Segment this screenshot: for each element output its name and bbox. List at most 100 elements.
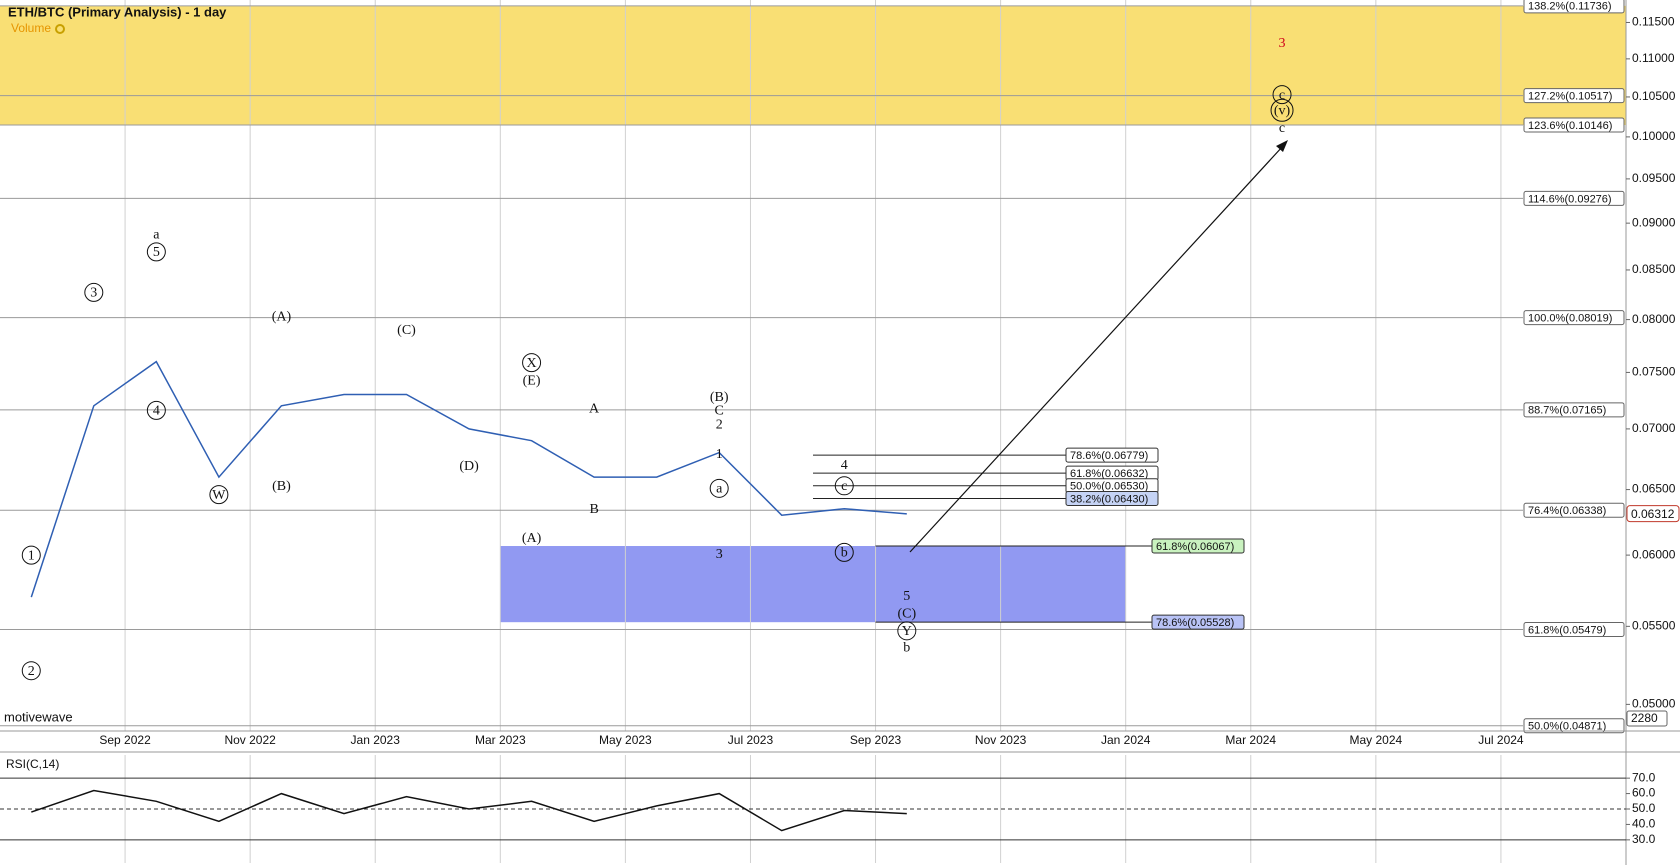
chart-title: ETH/BTC (Primary Analysis) - 1 day: [8, 4, 227, 19]
wave-label: 3: [1279, 36, 1286, 51]
wave-label: (C): [397, 323, 416, 338]
y-tick-label: 0.07500: [1632, 365, 1676, 379]
wave-label: B: [589, 502, 598, 517]
wave-circle: [21, 545, 41, 565]
watermark: motivewave: [4, 709, 73, 724]
y-tick-label: 0.10000: [1632, 129, 1676, 143]
wave-label: 4: [841, 458, 848, 473]
x-tick-label: Jan 2024: [1101, 733, 1151, 747]
volume-label: Volume: [11, 21, 51, 35]
settings-icon[interactable]: [55, 24, 65, 34]
wave-label: c: [1279, 121, 1285, 136]
y-tick-label: 0.09500: [1632, 171, 1676, 185]
x-tick-label: Jan 2023: [351, 733, 401, 747]
wave-circle: [709, 478, 729, 498]
x-tick-label: Nov 2022: [224, 733, 276, 747]
wave-label: (B): [272, 479, 291, 494]
wave-label: Y: [902, 624, 912, 639]
fib-label: 88.7%(0.07165): [1528, 405, 1606, 417]
x-tick-label: Mar 2023: [475, 733, 526, 747]
y-tick-label: 0.06500: [1632, 482, 1676, 496]
price-line: [30, 360, 907, 598]
fib-label-box: [1523, 190, 1625, 206]
x-tick-label: May 2024: [1349, 733, 1402, 747]
wave-label: X: [527, 356, 537, 371]
wave-label: (D): [459, 459, 479, 474]
wave-label: a: [716, 482, 723, 497]
x-tick-label: Jul 2024: [1478, 733, 1524, 747]
fib-label-box: [1523, 0, 1625, 14]
fib-label-box: [1523, 117, 1625, 133]
fib-label-box: [1151, 614, 1245, 630]
wave-label: 2: [716, 417, 723, 432]
y-tick-label: 0.10500: [1632, 89, 1676, 103]
wave-circle: [897, 621, 917, 641]
wave-label: A: [589, 401, 600, 416]
wave-label: (C): [897, 606, 916, 621]
rsi-title: RSI(C,14): [6, 757, 59, 771]
wave-label: b: [841, 546, 848, 561]
y-tick-label: 0.05000: [1632, 697, 1676, 711]
x-tick-label: Jul 2023: [728, 733, 774, 747]
rsi-y-tick-label: 60.0: [1632, 786, 1656, 800]
last-volume-label: 2280: [1631, 711, 1658, 725]
wave-circle: [146, 400, 166, 420]
wave-label: 5: [153, 245, 160, 260]
fib-label: 138.2%(0.11736): [1528, 1, 1612, 13]
front-layer: 138.2%(0.11736) 127.2%(0.10517) 123.6%(0.1…: [21, 0, 1625, 734]
wave-circle: [1270, 98, 1294, 122]
wave-label: b: [903, 641, 910, 656]
wave-circle: [1272, 85, 1292, 105]
wave-circle: [209, 485, 229, 505]
wave-label: 4: [153, 404, 160, 419]
arrow-head: [1276, 140, 1288, 152]
x-tick-label: Nov 2023: [975, 733, 1027, 747]
rsi-y-tick-label: 40.0: [1632, 817, 1656, 831]
fib-label-box: [1523, 402, 1625, 418]
wave-label: c: [841, 479, 847, 494]
wave-label: 5: [903, 589, 910, 604]
wave-label: (A): [522, 531, 542, 546]
wave-label: (E): [523, 373, 541, 388]
y-tick-label: 0.06000: [1632, 547, 1676, 561]
wave-circle: [522, 353, 542, 373]
y-tick-label: 0.11000: [1632, 51, 1675, 65]
wave-label: c: [1279, 88, 1285, 103]
fib-label: 76.4%(0.06338): [1528, 505, 1606, 517]
rsi-y-tick-label: 30.0: [1632, 832, 1656, 846]
fib-label: 78.6%(0.05528): [1156, 617, 1234, 629]
fib-label-box: [1151, 538, 1245, 554]
back-layer: [0, 0, 1626, 863]
x-tick-label: Mar 2024: [1225, 733, 1276, 747]
fib-label: 50.0%(0.04871): [1528, 721, 1606, 733]
fib-label-box: [1523, 88, 1625, 104]
wave-label: C: [715, 404, 724, 419]
wave-label: (A): [272, 310, 292, 325]
y-tick-label: 0.08000: [1632, 312, 1676, 326]
wave-circle: [834, 476, 854, 496]
fib-label: 114.6%(0.09276): [1528, 193, 1612, 205]
fib-label: 50.0%(0.06530): [1070, 481, 1148, 493]
fib-label-box: [1065, 447, 1159, 463]
mid-layer: [30, 360, 1152, 623]
last-price-label: 0.06312: [1631, 507, 1675, 521]
rsi-line: [31, 789, 907, 832]
wave-label: (B): [710, 390, 729, 405]
fib-label: 61.8%(0.06632): [1070, 468, 1148, 480]
fib-label: 78.6%(0.06779): [1070, 450, 1148, 462]
x-tick-label: Sep 2022: [99, 733, 151, 747]
wave-circle: [146, 242, 166, 262]
wave-label: (v): [1274, 104, 1291, 119]
y-tick-label: 0.08500: [1632, 262, 1676, 276]
y-tick-label: 0.05500: [1632, 619, 1676, 633]
rsi-y-tick-label: 70.0: [1632, 770, 1656, 784]
wave-label: 1: [716, 447, 723, 462]
wave-circle: [84, 282, 104, 302]
fib-label-box: [1523, 502, 1625, 518]
last-price-box: [1626, 505, 1680, 523]
wave-label: 2: [28, 664, 35, 679]
fib-label: 61.8%(0.05479): [1528, 624, 1606, 636]
wave-label: 3: [90, 286, 97, 301]
